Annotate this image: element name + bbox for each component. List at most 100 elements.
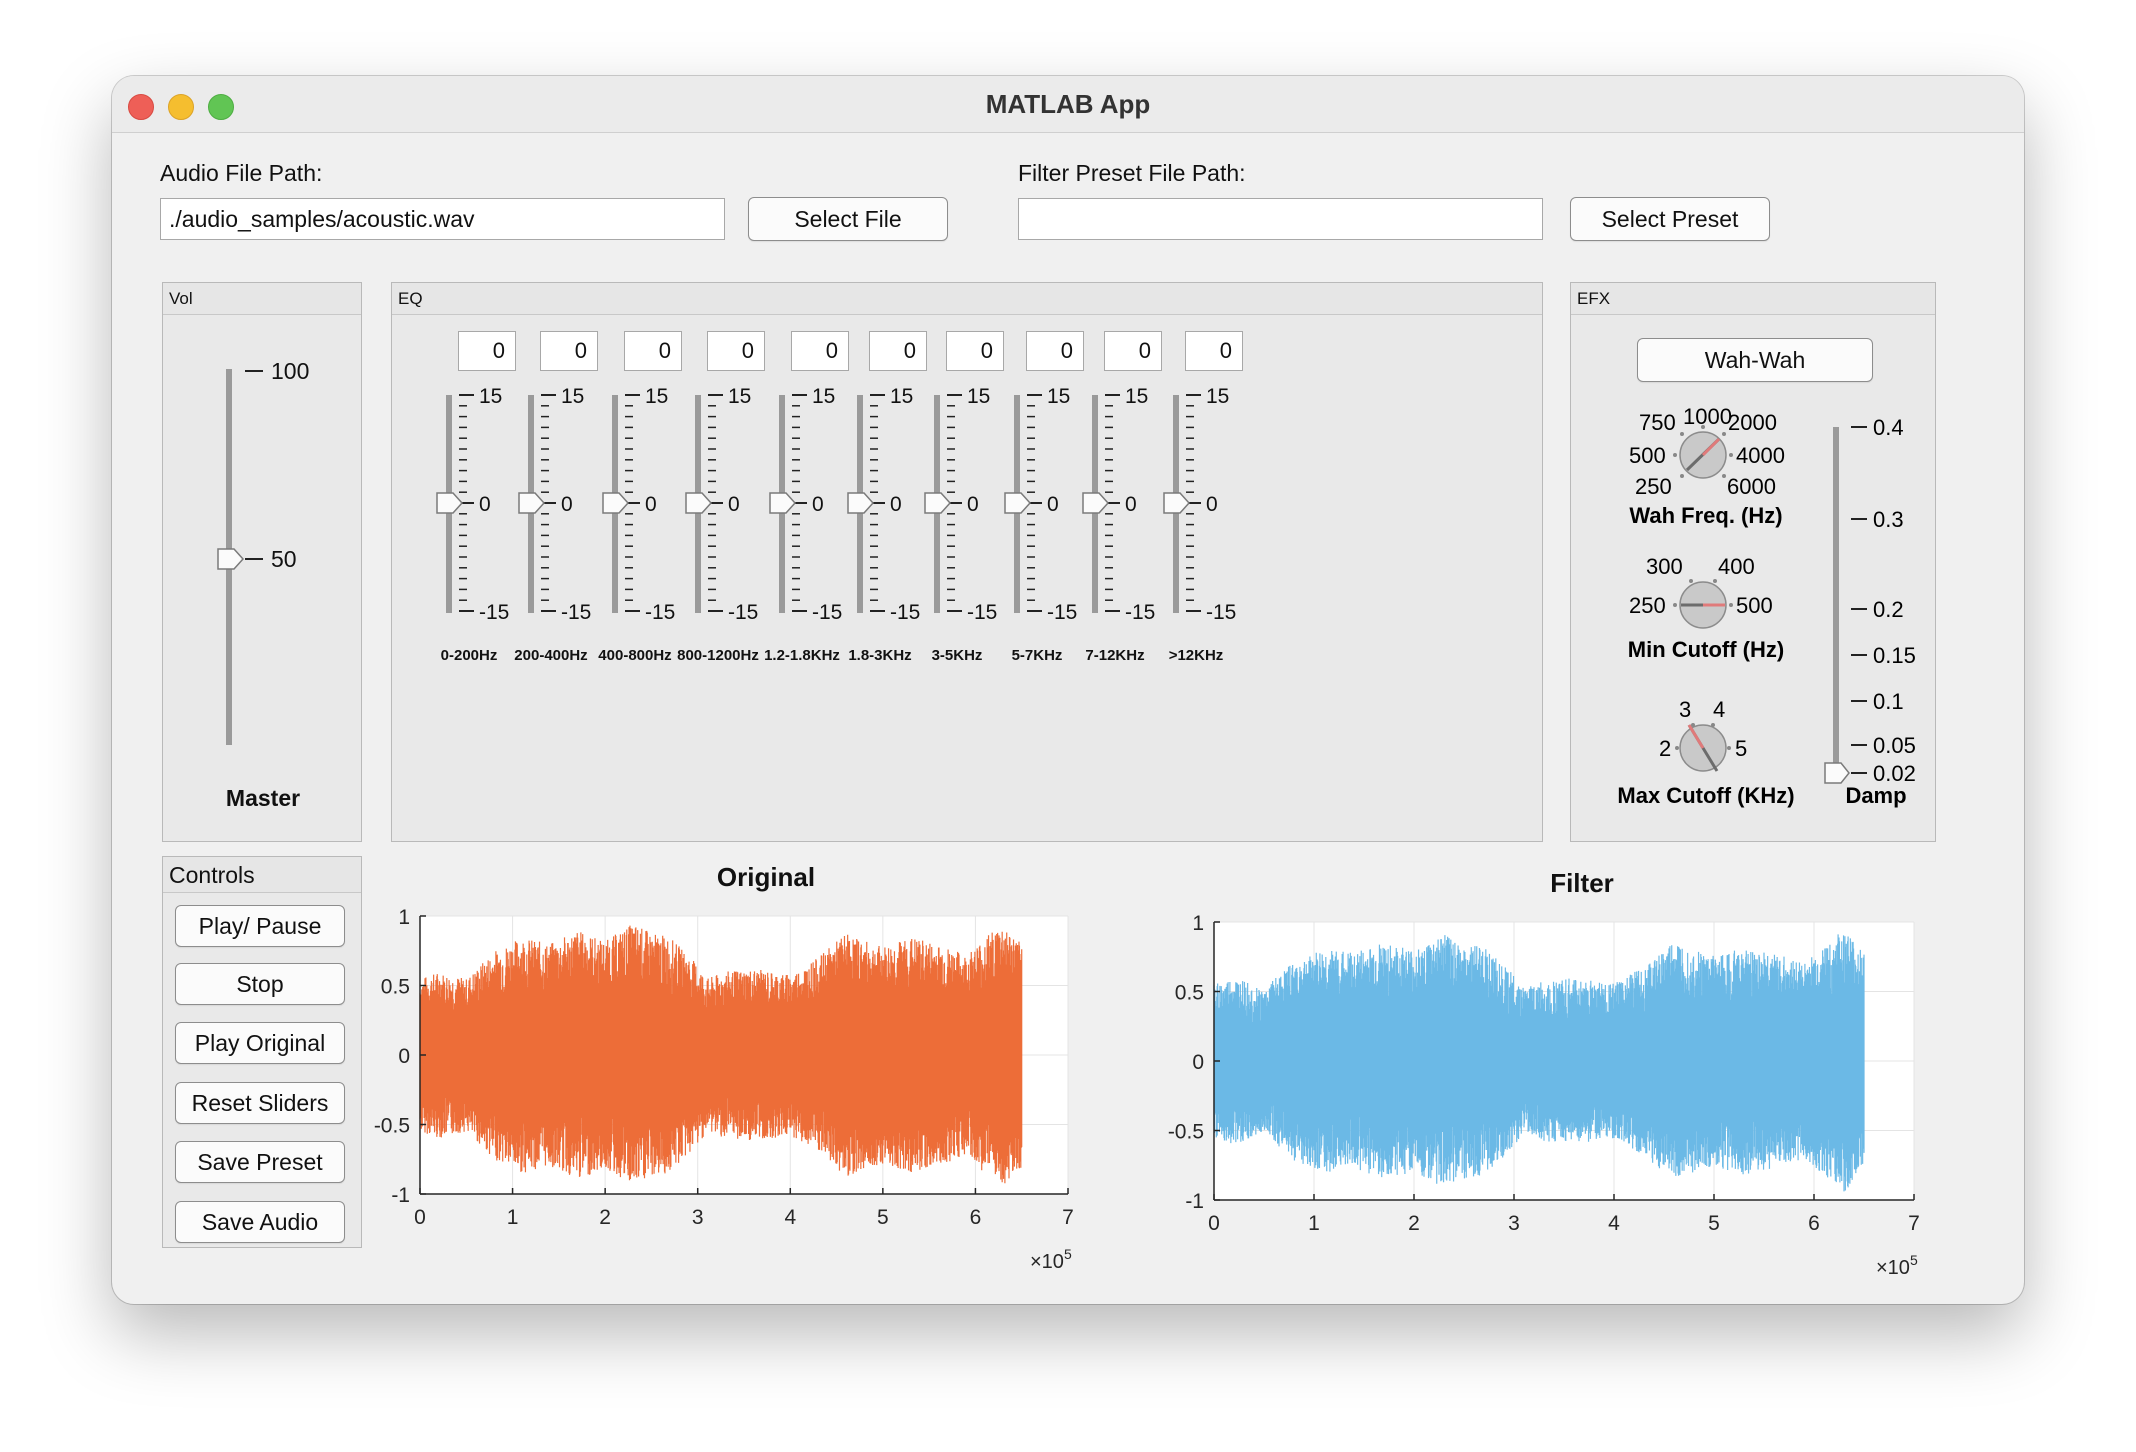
eq-slider-thumb[interactable] xyxy=(1004,492,1032,514)
y-tick-label: 0 xyxy=(398,1045,410,1068)
eq-band-slider[interactable]: 15 0 -15 xyxy=(762,383,842,683)
eq-band-value-field[interactable]: 0 xyxy=(1026,331,1084,371)
eq-band-value-field[interactable]: 0 xyxy=(540,331,598,371)
audio-file-path-field[interactable]: ./audio_samples/acoustic.wav xyxy=(160,198,725,240)
master-slider-thumb[interactable] xyxy=(217,548,245,570)
play-pause-button[interactable]: Play/ Pause xyxy=(175,905,345,947)
eq-slider-thumb[interactable] xyxy=(847,492,875,514)
close-window-button[interactable] xyxy=(128,94,154,120)
eq-slider-thumb[interactable] xyxy=(685,492,713,514)
damp-tick-0.3: 0.3 xyxy=(1873,507,1904,532)
master-volume-slider[interactable]: 100 50 xyxy=(163,315,361,842)
x-tick-label: 1 xyxy=(507,1206,519,1229)
eq-slider-thumb[interactable] xyxy=(1163,492,1191,514)
eq-band-slider[interactable]: 15 0 -15 xyxy=(1075,383,1155,683)
original-chart-title: Original xyxy=(716,862,816,892)
x-tick-label: 5 xyxy=(1708,1212,1720,1235)
x-tick-label: 4 xyxy=(784,1206,796,1229)
min-cutoff-tick-250: 250 xyxy=(1629,593,1666,618)
eq-band-value-field[interactable]: 0 xyxy=(1104,331,1162,371)
damp-slider-track[interactable] xyxy=(1833,427,1839,773)
max-cutoff-knob[interactable] xyxy=(1679,724,1727,772)
eq-slider-thumb[interactable] xyxy=(924,492,952,514)
y-tick-label: -0.5 xyxy=(374,1115,410,1138)
audio-file-label: Audio File Path: xyxy=(160,160,323,186)
eq-band-slider[interactable]: 15 0 -15 xyxy=(429,383,509,683)
x-tick-label: 0 xyxy=(414,1206,426,1229)
x-tick-label: 4 xyxy=(1608,1212,1620,1235)
efx-panel: EFX Wah-Wah 750 1000 2000 500 4000 250 6… xyxy=(1570,282,1936,842)
y-tick-label: 0.5 xyxy=(381,976,410,999)
minimize-window-button[interactable] xyxy=(168,94,194,120)
original-waveform-chart: 0 1 2 3 4 5 6 710.50-0.5-1×105 xyxy=(374,906,1074,1273)
efx-controls: 750 1000 2000 500 4000 250 6000 Wah Freq… xyxy=(1617,404,1916,808)
eq-band-label: 5-7KHz xyxy=(1011,647,1063,664)
x-exponent-base: ×10 xyxy=(1030,1251,1064,1273)
controls-panel: Controls Play/ Pause Stop Play Original … xyxy=(162,856,362,1248)
x-tick-label: 5 xyxy=(877,1206,889,1229)
preset-file-path-field[interactable] xyxy=(1018,198,1543,240)
title-bar: MATLAB App xyxy=(112,76,2024,133)
eq-band-value-field[interactable]: 0 xyxy=(707,331,765,371)
eq-tick-mid: 0 xyxy=(479,493,491,516)
eq-band-value-field[interactable]: 0 xyxy=(1185,331,1243,371)
save-audio-button[interactable]: Save Audio xyxy=(175,1201,345,1243)
app-window: MATLAB App Audio File Path: ./audio_samp… xyxy=(112,76,2024,1304)
eq-slider-thumb[interactable] xyxy=(602,492,630,514)
eq-tick-top: 15 xyxy=(1125,385,1148,408)
eq-band-label: 3-5KHz xyxy=(931,647,983,664)
master-tick-50: 50 xyxy=(271,546,297,572)
eq-slider-thumb[interactable] xyxy=(518,492,546,514)
zoom-window-button[interactable] xyxy=(208,94,234,120)
eq-slider-thumb[interactable] xyxy=(769,492,797,514)
eq-slider-thumb[interactable] xyxy=(436,492,464,514)
wah-wah-button[interactable]: Wah-Wah xyxy=(1637,338,1873,382)
eq-band-value-field[interactable]: 0 xyxy=(791,331,849,371)
damp-slider-thumb[interactable] xyxy=(1824,762,1850,784)
stop-button[interactable]: Stop xyxy=(175,963,345,1005)
eq-band-slider[interactable]: 15 0 -15 xyxy=(917,383,997,683)
select-preset-button[interactable]: Select Preset xyxy=(1570,197,1770,241)
eq-band-slider[interactable]: 15 0 -15 xyxy=(840,383,920,683)
save-preset-button[interactable]: Save Preset xyxy=(175,1141,345,1183)
damp-caption: Damp xyxy=(1845,783,1906,808)
eq-band-slider[interactable]: 15 0 -15 xyxy=(1156,383,1236,683)
wah-tick-250: 250 xyxy=(1635,474,1672,499)
eq-band-slider[interactable]: 15 0 -15 xyxy=(511,383,591,683)
eq-slider-thumb[interactable] xyxy=(1082,492,1110,514)
eq-band-label: 200-400Hz xyxy=(514,647,588,664)
wah-tick-500: 500 xyxy=(1629,443,1666,468)
vol-panel: Vol 100 50 Master xyxy=(162,282,362,842)
vol-panel-title: Vol xyxy=(163,283,361,315)
max-cutoff-tick-3: 3 xyxy=(1679,697,1691,722)
damp-tick-0.2: 0.2 xyxy=(1873,597,1904,622)
damp-tick-0.4: 0.4 xyxy=(1873,415,1904,440)
eq-panel: EQ 0 15 0 -15 0-200Hz 0 15 0 -15 200-400Hz 0 15 0 -15… xyxy=(391,282,1543,842)
wah-tick-6000: 6000 xyxy=(1727,474,1776,499)
eq-tick-mid: 0 xyxy=(1125,493,1137,516)
damp-slider[interactable] xyxy=(1824,427,1850,784)
min-cutoff-knob[interactable] xyxy=(1679,581,1727,629)
damp-tick-0.15: 0.15 xyxy=(1873,643,1916,668)
x-tick-label: 1 xyxy=(1308,1212,1320,1235)
y-tick-label: -0.5 xyxy=(1168,1121,1204,1144)
x-exponent-label: ×105 xyxy=(1876,1252,1918,1279)
eq-band-value-field[interactable]: 0 xyxy=(624,331,682,371)
eq-band-value-field[interactable]: 0 xyxy=(458,331,516,371)
eq-tick-mid: 0 xyxy=(890,493,902,516)
eq-band-value-field[interactable]: 0 xyxy=(946,331,1004,371)
eq-tick-bottom: -15 xyxy=(479,601,509,624)
wah-freq-knob[interactable] xyxy=(1679,431,1727,479)
min-cutoff-tick-500: 500 xyxy=(1736,593,1773,618)
select-file-button[interactable]: Select File xyxy=(748,197,948,241)
eq-tick-top: 15 xyxy=(890,385,913,408)
wah-tick-4000: 4000 xyxy=(1736,443,1785,468)
eq-band-slider[interactable]: 15 0 -15 xyxy=(595,383,675,683)
eq-band-slider[interactable]: 15 0 -15 xyxy=(678,383,758,683)
reset-sliders-button[interactable]: Reset Sliders xyxy=(175,1082,345,1124)
max-cutoff-tick-5: 5 xyxy=(1735,736,1747,761)
play-original-button[interactable]: Play Original xyxy=(175,1022,345,1064)
eq-band-slider[interactable]: 15 0 -15 xyxy=(997,383,1077,683)
eq-tick-bottom: -15 xyxy=(1047,601,1077,624)
eq-band-value-field[interactable]: 0 xyxy=(869,331,927,371)
